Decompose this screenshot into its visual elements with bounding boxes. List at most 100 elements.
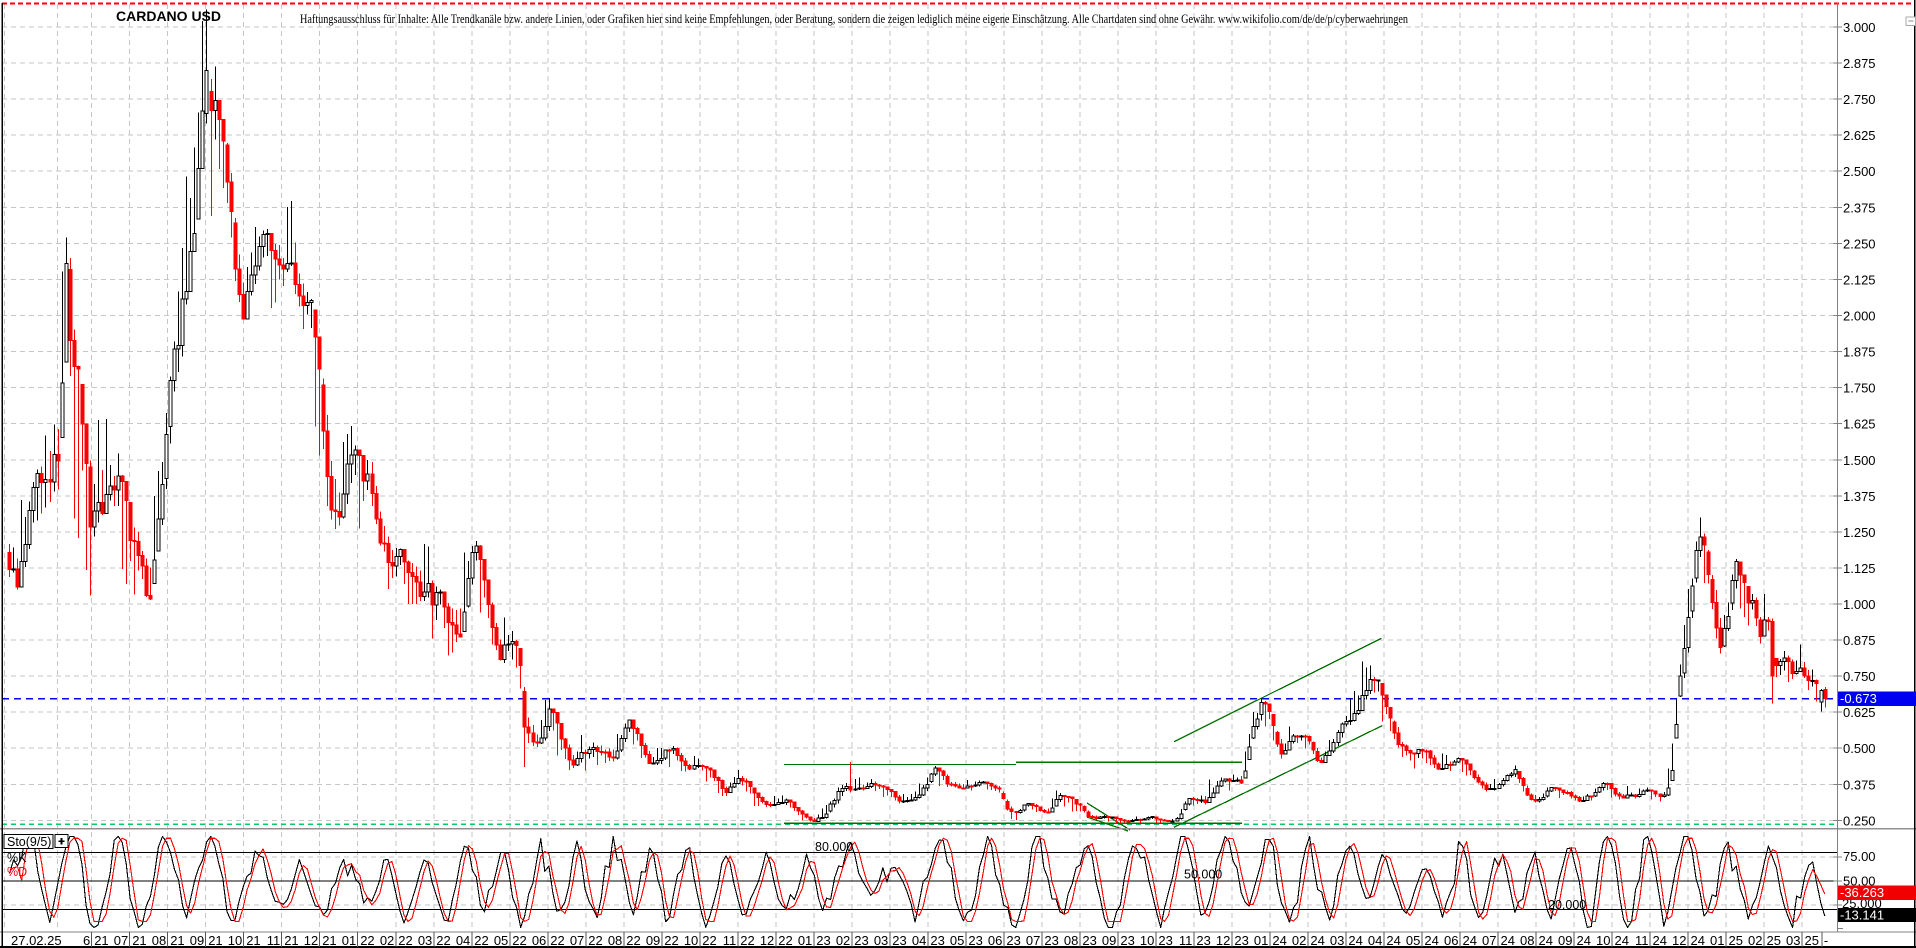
svg-text:1.875: 1.875 — [1843, 345, 1876, 360]
svg-text:23: 23 — [1196, 933, 1210, 948]
svg-text:1.625: 1.625 — [1843, 417, 1876, 432]
svg-text:25: 25 — [1729, 933, 1743, 948]
svg-text:22: 22 — [740, 933, 754, 948]
svg-text:22: 22 — [474, 933, 488, 948]
svg-text:24: 24 — [1691, 933, 1705, 948]
svg-text:12: 12 — [1672, 933, 1686, 948]
svg-text:50.00: 50.00 — [1843, 874, 1876, 889]
svg-text:23: 23 — [1234, 933, 1248, 948]
svg-text:-0.673: -0.673 — [1840, 691, 1877, 706]
svg-text:10: 10 — [228, 933, 242, 948]
svg-text:20.000: 20.000 — [1548, 898, 1586, 912]
svg-text:Haftungsausschluss für Inhalte: Haftungsausschluss für Inhalte: Alle Tre… — [300, 12, 1409, 26]
svg-text:04: 04 — [1368, 933, 1382, 948]
svg-text:%D: %D — [7, 865, 27, 879]
svg-text:23: 23 — [1044, 933, 1058, 948]
svg-text:21: 21 — [322, 933, 336, 948]
svg-text:07: 07 — [114, 933, 128, 948]
svg-text:09: 09 — [1558, 933, 1572, 948]
svg-text:24: 24 — [1272, 933, 1286, 948]
svg-text:07: 07 — [1026, 933, 1040, 948]
svg-text:01: 01 — [342, 933, 356, 948]
svg-text:07: 07 — [570, 933, 584, 948]
svg-text:1.500: 1.500 — [1843, 453, 1876, 468]
svg-text:25: 25 — [1805, 933, 1819, 948]
svg-text:24: 24 — [1348, 933, 1362, 948]
svg-text:24: 24 — [1653, 933, 1667, 948]
svg-text:09: 09 — [190, 933, 204, 948]
svg-text:2.500: 2.500 — [1843, 164, 1876, 179]
svg-text:23: 23 — [930, 933, 944, 948]
svg-text:%K: %K — [7, 851, 27, 865]
svg-text:0.875: 0.875 — [1843, 633, 1876, 648]
svg-text:0.500: 0.500 — [1843, 741, 1876, 756]
svg-text:12: 12 — [1216, 933, 1230, 948]
svg-text:2.625: 2.625 — [1843, 128, 1876, 143]
svg-text:-: - — [1824, 933, 1828, 948]
svg-text:11: 11 — [1635, 933, 1649, 948]
svg-text:22: 22 — [702, 933, 716, 948]
svg-text:11: 11 — [1179, 933, 1193, 948]
svg-text:24: 24 — [1501, 933, 1515, 948]
svg-text:2.000: 2.000 — [1843, 309, 1876, 324]
svg-text:07: 07 — [1482, 933, 1496, 948]
svg-text:05: 05 — [1406, 933, 1420, 948]
svg-text:04: 04 — [456, 933, 470, 948]
svg-text:01: 01 — [1254, 933, 1268, 948]
svg-text:75.00: 75.00 — [1843, 849, 1876, 864]
svg-text:23: 23 — [1006, 933, 1020, 948]
svg-text:01: 01 — [1710, 933, 1724, 948]
svg-text:22: 22 — [626, 933, 640, 948]
svg-text:03: 03 — [1330, 933, 1344, 948]
svg-text:06: 06 — [532, 933, 546, 948]
svg-text:24: 24 — [1463, 933, 1477, 948]
svg-text:2.875: 2.875 — [1843, 56, 1876, 71]
svg-text:21: 21 — [132, 933, 146, 948]
svg-text:80.000: 80.000 — [815, 840, 853, 854]
svg-text:23: 23 — [968, 933, 982, 948]
svg-text:21: 21 — [284, 933, 298, 948]
svg-text:1.250: 1.250 — [1843, 525, 1876, 540]
svg-text:02: 02 — [836, 933, 850, 948]
svg-text:2.125: 2.125 — [1843, 272, 1876, 287]
svg-text:10: 10 — [1140, 933, 1154, 948]
svg-text:23: 23 — [1082, 933, 1096, 948]
svg-text:1.125: 1.125 — [1843, 561, 1876, 576]
svg-text:23: 23 — [892, 933, 906, 948]
svg-text:12: 12 — [760, 933, 774, 948]
svg-text:10: 10 — [1596, 933, 1610, 948]
svg-text:24: 24 — [1539, 933, 1553, 948]
svg-text:2.750: 2.750 — [1843, 92, 1876, 107]
svg-text:3.000: 3.000 — [1843, 20, 1876, 35]
svg-text:11: 11 — [723, 933, 737, 948]
svg-text:01: 01 — [798, 933, 812, 948]
svg-text:1.375: 1.375 — [1843, 489, 1876, 504]
svg-text:22: 22 — [436, 933, 450, 948]
svg-text:06: 06 — [1444, 933, 1458, 948]
svg-text:02: 02 — [1748, 933, 1762, 948]
svg-text:21: 21 — [94, 933, 108, 948]
svg-text:Sto(9/5): Sto(9/5) — [7, 835, 51, 849]
svg-text:1.000: 1.000 — [1843, 597, 1876, 612]
svg-text:23: 23 — [854, 933, 868, 948]
svg-text:08: 08 — [608, 933, 622, 948]
svg-text:12: 12 — [304, 933, 318, 948]
svg-text:03: 03 — [874, 933, 888, 948]
svg-text:23: 23 — [816, 933, 830, 948]
svg-text:09: 09 — [646, 933, 660, 948]
svg-text:08: 08 — [1064, 933, 1078, 948]
svg-text:24: 24 — [1615, 933, 1629, 948]
svg-text:10: 10 — [684, 933, 698, 948]
svg-text:03: 03 — [1786, 933, 1800, 948]
svg-text:24: 24 — [1310, 933, 1324, 948]
svg-text:11: 11 — [267, 933, 281, 948]
svg-text:2.250: 2.250 — [1843, 236, 1876, 251]
svg-text:24: 24 — [1577, 933, 1591, 948]
svg-text:08: 08 — [1520, 933, 1534, 948]
svg-text:-36.263: -36.263 — [1840, 885, 1884, 900]
svg-text:05: 05 — [950, 933, 964, 948]
svg-text:0.625: 0.625 — [1843, 705, 1876, 720]
svg-text:22: 22 — [588, 933, 602, 948]
svg-text:06: 06 — [988, 933, 1002, 948]
svg-text:23: 23 — [1120, 933, 1134, 948]
